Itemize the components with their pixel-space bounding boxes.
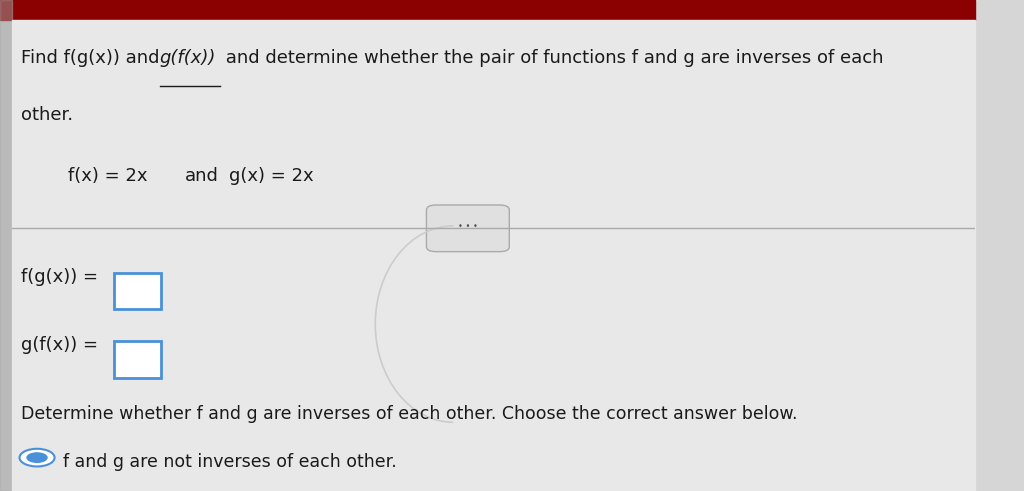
FancyBboxPatch shape (114, 273, 161, 309)
Text: Find f(g(x)) and: Find f(g(x)) and (22, 49, 166, 67)
Text: g(x) = 2x: g(x) = 2x (229, 167, 313, 185)
Text: f(x) = 2x: f(x) = 2x (69, 167, 147, 185)
Text: other.: other. (22, 106, 74, 124)
Text: g(f(x)): g(f(x)) (160, 49, 216, 67)
Text: f(g(x)) =: f(g(x)) = (22, 268, 98, 286)
Text: Determine whether f and g are inverses of each other. Choose the correct answer : Determine whether f and g are inverses o… (22, 405, 798, 423)
Text: and: and (185, 167, 219, 185)
Circle shape (19, 449, 54, 466)
FancyBboxPatch shape (114, 341, 161, 378)
Bar (0, 0, 11, 491)
Circle shape (27, 452, 48, 463)
FancyBboxPatch shape (426, 205, 509, 251)
Text: f and g are not inverses of each other.: f and g are not inverses of each other. (63, 453, 397, 471)
Text: • • •: • • • (458, 222, 478, 231)
Text: and determine whether the pair of functions f and g are inverses of each: and determine whether the pair of functi… (220, 49, 884, 67)
Bar (0, 0, 975, 20)
Text: g(f(x)) =: g(f(x)) = (22, 336, 98, 355)
